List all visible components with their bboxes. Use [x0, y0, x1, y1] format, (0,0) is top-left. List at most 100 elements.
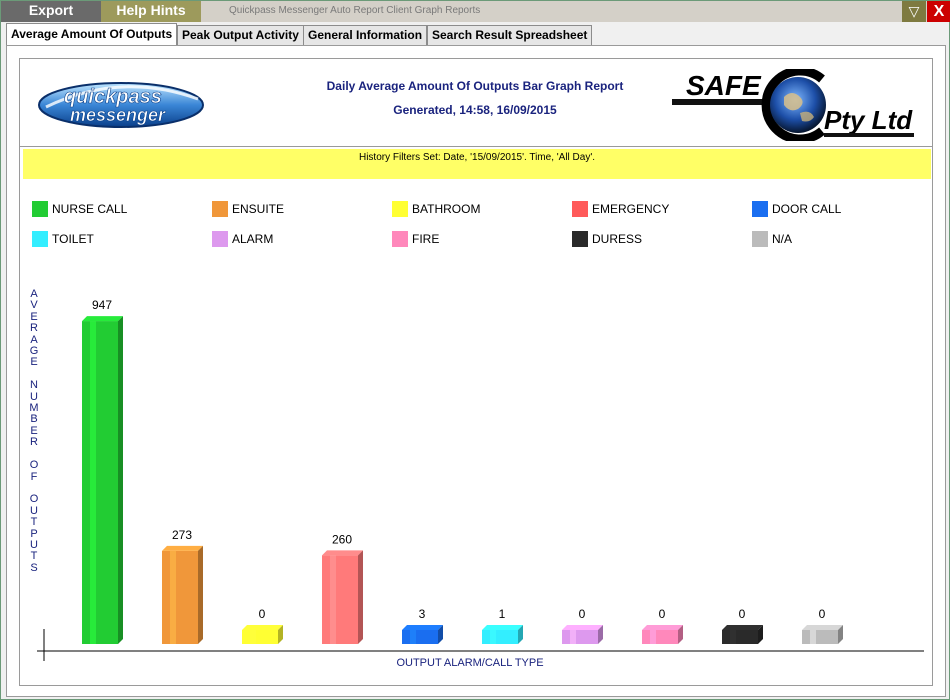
tab-strip: Average Amount Of Outputs Peak Output Ac…: [1, 23, 950, 45]
legend-swatch: [212, 231, 228, 247]
bar-side: [358, 550, 363, 644]
bar-value-label: 0: [739, 607, 746, 621]
legend-label: DURESS: [592, 232, 643, 246]
bar-highlight: [650, 630, 656, 644]
bar-series: 947 273 0 260 3 1 0 0 0 0: [82, 298, 843, 644]
bar-top: [162, 545, 203, 551]
svg-text:Pty Ltd: Pty Ltd: [824, 105, 913, 135]
bar-value-label: 947: [92, 298, 112, 312]
help-hints-button[interactable]: Help Hints: [101, 1, 201, 22]
legend-swatch: [32, 231, 48, 247]
close-button[interactable]: X: [927, 1, 950, 22]
tab-peak-output-activity[interactable]: Peak Output Activity: [177, 25, 304, 45]
legend-swatch: [752, 231, 768, 247]
svg-text:messenger: messenger: [70, 105, 166, 125]
legend-label: NURSE CALL: [52, 202, 128, 216]
bar-side: [678, 625, 683, 644]
bar-highlight: [730, 630, 736, 644]
bar-value-label: 0: [259, 607, 266, 621]
bar-value-label: 1: [499, 607, 506, 621]
bar-top: [82, 316, 123, 322]
legend-label: ALARM: [232, 232, 274, 246]
bar-side: [438, 625, 443, 644]
legend-swatch: [32, 201, 48, 217]
legend-label: BATHROOM: [412, 202, 481, 216]
legend-label: DOOR CALL: [772, 202, 842, 216]
bar-highlight: [170, 550, 176, 644]
bar-side: [278, 625, 283, 644]
legend-swatch: [212, 201, 228, 217]
bar-side: [758, 625, 763, 644]
bar-toilet: 1: [482, 607, 523, 644]
bar-front: [482, 630, 518, 644]
title-bar: Export Help Hints Quickpass Messenger Au…: [1, 1, 950, 22]
bar-top: [482, 625, 523, 630]
bar-front: [242, 630, 278, 644]
bar-highlight: [250, 630, 256, 644]
bar-door-call: 3: [402, 607, 443, 644]
tab-average-amount-of-outputs[interactable]: Average Amount Of Outputs: [6, 23, 178, 45]
bar-n-a: 0: [802, 607, 843, 644]
legend-swatch: [572, 231, 588, 247]
export-button[interactable]: Export: [1, 1, 101, 22]
bar-highlight: [330, 555, 336, 644]
bar-side: [118, 316, 123, 644]
quickpass-messenger-logo: quickpass messenger: [38, 82, 204, 128]
bar-value-label: 0: [659, 607, 666, 621]
tab-search-result-spreadsheet[interactable]: Search Result Spreadsheet: [427, 25, 593, 45]
bar-value-label: 273: [172, 528, 192, 542]
bar-side: [598, 625, 603, 644]
chevron-down-icon: ▽: [908, 3, 920, 19]
bar-value-label: 0: [579, 607, 586, 621]
bar-duress: 0: [722, 607, 763, 644]
svg-text:SAFE: SAFE: [686, 70, 762, 101]
bar-top: [562, 625, 603, 630]
tab-panel: quickpass messenger Daily Average Amount…: [6, 45, 946, 697]
bar-front: [82, 321, 118, 644]
legend-swatch: [752, 201, 768, 217]
bar-side: [518, 625, 523, 644]
bar-nurse-call: 947: [82, 298, 123, 644]
app-title: Quickpass Messenger Auto Report Client G…: [229, 5, 481, 16]
bar-highlight: [410, 630, 416, 644]
legend-label: N/A: [772, 232, 793, 246]
bar-top: [242, 625, 283, 630]
bar-highlight: [810, 630, 816, 644]
bar-value-label: 260: [332, 532, 352, 546]
bar-bathroom: 0: [242, 607, 283, 644]
bar-value-label: 3: [419, 607, 426, 621]
safe-pty-ltd-logo: SAFE Pty Ltd: [672, 69, 914, 141]
legend-label: EMERGENCY: [592, 202, 670, 216]
legend-swatch: [572, 201, 588, 217]
svg-text:quickpass: quickpass: [64, 86, 162, 108]
bar-front: [802, 630, 838, 644]
report-area: quickpass messenger Daily Average Amount…: [19, 58, 933, 686]
bar-ensuite: 273: [162, 528, 203, 644]
bar-top: [722, 625, 763, 630]
close-icon: X: [933, 3, 945, 20]
bar-value-label: 0: [819, 607, 826, 621]
legend-swatch: [392, 231, 408, 247]
minimize-button[interactable]: ▽: [902, 1, 926, 22]
bar-side: [838, 625, 843, 644]
bar-fire: 0: [642, 607, 683, 644]
bar-top: [402, 625, 443, 630]
legend-swatch: [392, 201, 408, 217]
tab-general-information[interactable]: General Information: [303, 25, 428, 45]
bar-top: [322, 550, 363, 556]
bar-highlight: [570, 630, 576, 644]
bar-top: [802, 625, 843, 630]
bar-front: [562, 630, 598, 644]
bar-front: [162, 550, 198, 644]
x-axis-label: OUTPUT ALARM/CALL TYPE: [396, 657, 544, 669]
legend-label: FIRE: [412, 232, 440, 246]
legend-label: ENSUITE: [232, 202, 285, 216]
bar-front: [322, 555, 358, 644]
legend-label: TOILET: [52, 232, 94, 246]
bar-emergency: 260: [322, 532, 363, 644]
report-generated-timestamp: Generated, 14:58, 16/09/2015: [393, 103, 557, 117]
bar-front: [722, 630, 758, 644]
bar-front: [402, 630, 438, 644]
bar-front: [642, 630, 678, 644]
